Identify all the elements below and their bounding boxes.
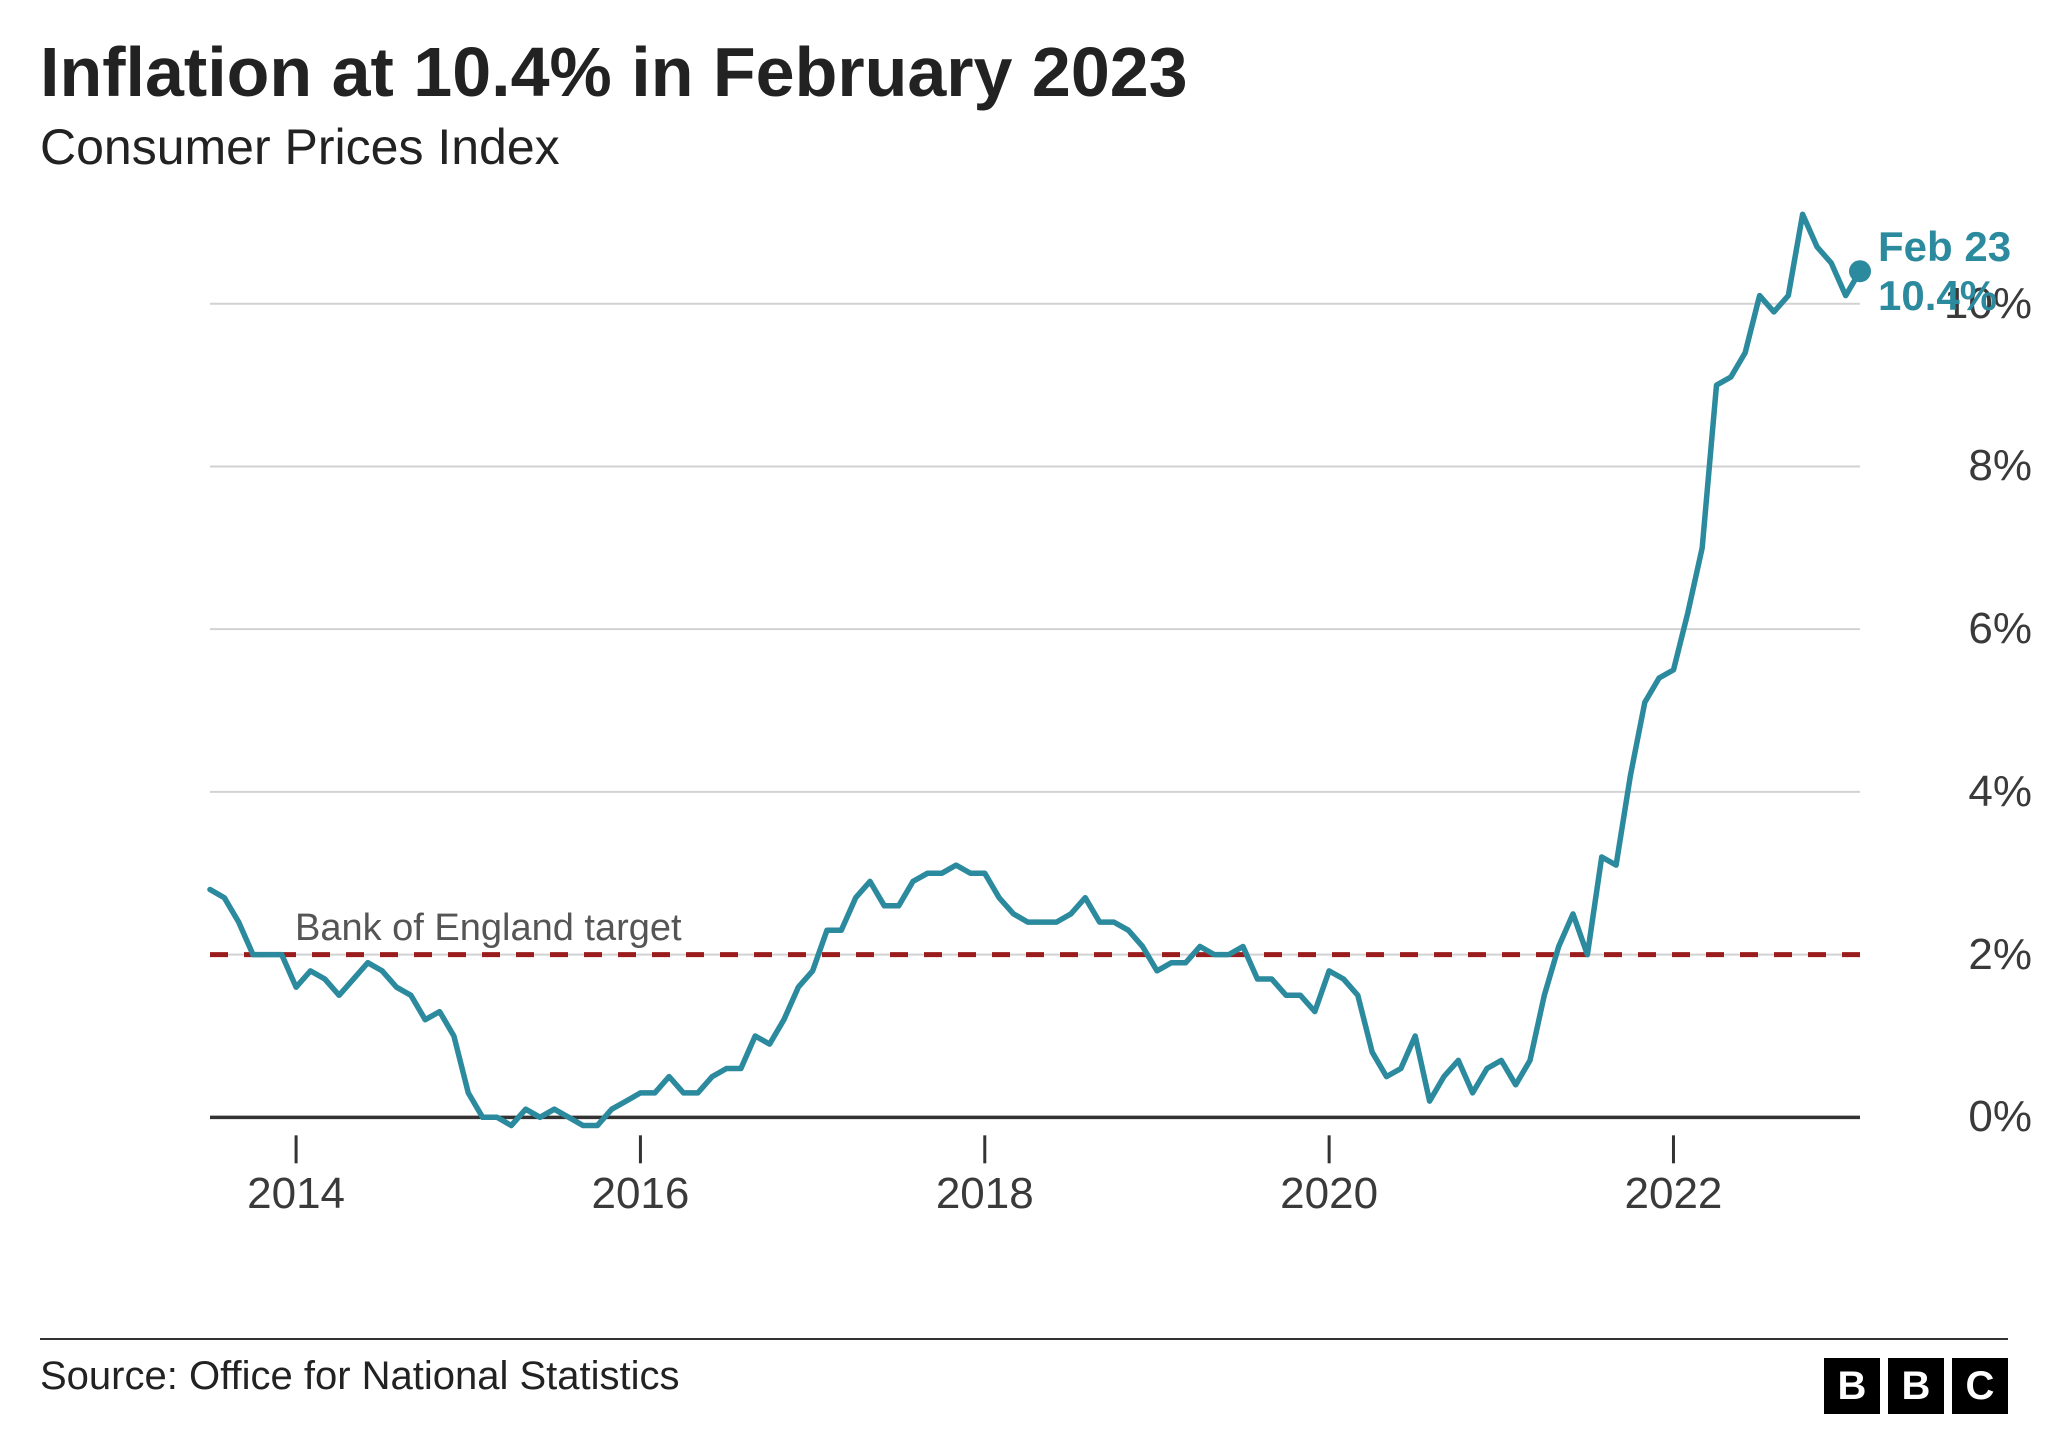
chart-container: Inflation at 10.4% in February 2023 Cons… [0, 0, 2048, 1440]
chart-svg [40, 198, 2040, 1258]
footer: Source: Office for National Statistics B… [40, 1338, 2008, 1414]
y-tick-label: 6% [1888, 604, 2040, 654]
x-tick-label: 2014 [247, 1169, 345, 1219]
chart-title: Inflation at 10.4% in February 2023 [40, 32, 2008, 112]
y-tick-label: 2% [1888, 930, 2040, 980]
footer-rule [40, 1338, 2008, 1340]
y-tick-label: 0% [1888, 1092, 2040, 1142]
x-tick-label: 2016 [591, 1169, 689, 1219]
end-callout: Feb 2310.4% [1878, 223, 2011, 320]
x-tick-label: 2022 [1625, 1169, 1723, 1219]
y-tick-label: 8% [1888, 441, 2040, 491]
bbc-box-b1: B [1824, 1358, 1880, 1414]
x-tick-label: 2018 [936, 1169, 1034, 1219]
source-text: Source: Office for National Statistics [40, 1354, 680, 1398]
x-tick-label: 2020 [1280, 1169, 1378, 1219]
bbc-box-c: C [1952, 1358, 2008, 1414]
target-label: Bank of England target [295, 907, 682, 950]
y-tick-label: 4% [1888, 767, 2040, 817]
bbc-logo: B B C [1824, 1358, 2008, 1414]
bbc-box-b2: B [1888, 1358, 1944, 1414]
plot-area: 0%2%4%6%8%10%Bank of England target20142… [40, 198, 2040, 1258]
chart-subtitle: Consumer Prices Index [40, 118, 2008, 176]
